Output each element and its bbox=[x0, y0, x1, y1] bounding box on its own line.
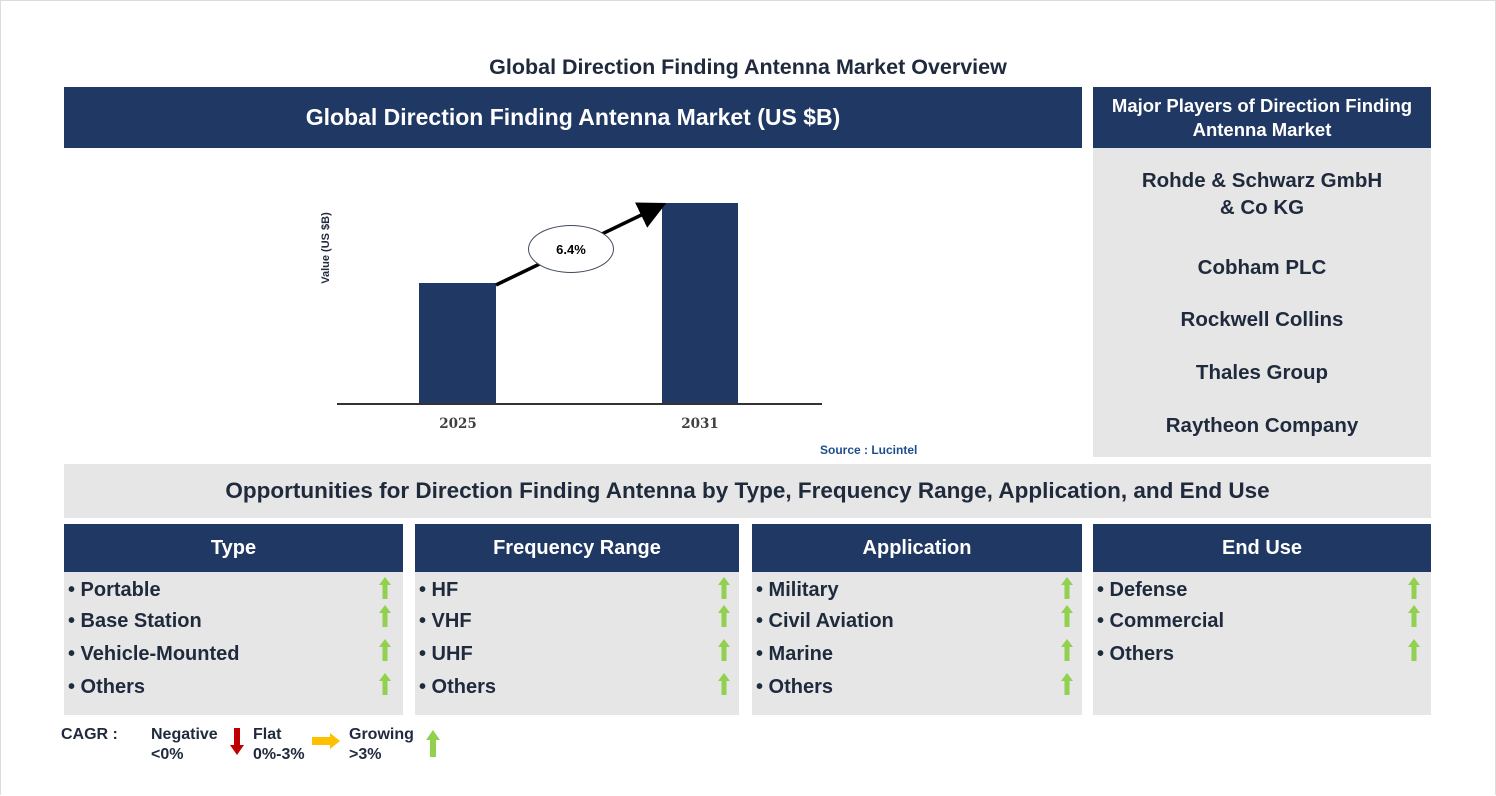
up-arrow-icon bbox=[718, 605, 730, 627]
players-header: Major Players of Direction Finding Anten… bbox=[1093, 87, 1431, 148]
up-arrow-icon bbox=[1408, 639, 1420, 661]
segment-body: • Military • Civil Aviation • Marine • O… bbox=[752, 572, 1082, 715]
up-arrow-icon bbox=[1061, 639, 1073, 661]
segment-application: Application • Military • Civil Aviation … bbox=[752, 524, 1082, 715]
up-arrow-icon bbox=[718, 639, 730, 661]
segment-item: • Others bbox=[419, 676, 497, 698]
legend-growing-range: >3% bbox=[349, 746, 382, 763]
legend-flat-label: Flat bbox=[253, 726, 282, 743]
segment-body: • HF • VHF • UHF • Others bbox=[415, 572, 739, 715]
player-name-line1: Rohde & Schwarz GmbH bbox=[1141, 169, 1383, 192]
players-list: Rohde & Schwarz GmbH & Co KG Cobham PLC … bbox=[1093, 148, 1431, 457]
page-title: Global Direction Finding Antenna Market … bbox=[489, 55, 1007, 79]
up-arrow-icon bbox=[718, 673, 730, 695]
segment-title: Frequency Range bbox=[415, 524, 739, 572]
down-arrow-icon bbox=[230, 728, 244, 755]
segment-item: • Civil Aviation bbox=[756, 610, 894, 632]
player-item: Rockwell Collins bbox=[1180, 308, 1344, 331]
bar-2025 bbox=[419, 283, 496, 404]
legend-growing-label: Growing bbox=[349, 726, 414, 743]
segment-type: Type • Portable • Base Station • Vehicle… bbox=[64, 524, 403, 715]
segment-title: Application bbox=[752, 524, 1082, 572]
up-arrow-icon bbox=[1408, 577, 1420, 599]
legend-flat: Flat 0%-3% bbox=[253, 725, 305, 765]
up-arrow-icon bbox=[426, 730, 440, 757]
up-arrow-icon bbox=[379, 577, 391, 599]
segment-item: • UHF bbox=[419, 643, 473, 665]
segment-end-use: End Use • Defense • Commercial • Others bbox=[1093, 524, 1431, 715]
up-arrow-icon bbox=[379, 639, 391, 661]
segment-item: • VHF bbox=[419, 610, 472, 632]
up-arrow-icon bbox=[379, 605, 391, 627]
x-axis bbox=[337, 403, 822, 405]
segment-item: • Vehicle-Mounted bbox=[68, 643, 240, 665]
segment-body: • Defense • Commercial • Others bbox=[1093, 572, 1431, 715]
player-item: Cobham PLC bbox=[1197, 256, 1327, 279]
segment-item: • Others bbox=[68, 676, 146, 698]
x-tick-2031: 2031 bbox=[681, 416, 719, 432]
segment-item: • Base Station bbox=[68, 610, 202, 632]
player-item: Raytheon Company bbox=[1165, 414, 1359, 437]
segment-item: • Military bbox=[756, 579, 839, 601]
bar-chart: Value (US $B) 2025 2031 6.4% bbox=[300, 180, 950, 470]
segment-item: • Marine bbox=[756, 643, 834, 665]
segment-item: • Others bbox=[756, 676, 834, 698]
up-arrow-icon bbox=[1061, 673, 1073, 695]
legend-negative-range: <0% bbox=[151, 746, 184, 763]
up-arrow-icon bbox=[718, 577, 730, 599]
up-arrow-icon bbox=[1408, 605, 1420, 627]
bar-2031 bbox=[662, 203, 738, 404]
chart-header: Global Direction Finding Antenna Market … bbox=[64, 87, 1082, 148]
opportunities-banner: Opportunities for Direction Finding Ante… bbox=[64, 464, 1431, 518]
segment-frequency-range: Frequency Range • HF • VHF • UHF • Other… bbox=[415, 524, 739, 715]
legend-negative: Negative <0% bbox=[151, 725, 218, 765]
segment-body: • Portable • Base Station • Vehicle-Moun… bbox=[64, 572, 403, 715]
legend-label: CAGR : bbox=[61, 726, 118, 743]
up-arrow-icon bbox=[1061, 577, 1073, 599]
player-name-line2: & Co KG bbox=[1219, 196, 1305, 219]
up-arrow-icon bbox=[1061, 605, 1073, 627]
legend-growing: Growing >3% bbox=[349, 725, 414, 765]
segment-item: • Defense bbox=[1097, 579, 1188, 601]
right-arrow-icon bbox=[312, 733, 340, 749]
cagr-arrow-icon bbox=[495, 202, 667, 287]
segment-item: • Portable bbox=[68, 579, 161, 601]
segment-title: Type bbox=[64, 524, 403, 572]
x-tick-2025: 2025 bbox=[439, 416, 477, 432]
legend-flat-range: 0%-3% bbox=[253, 746, 305, 763]
legend-negative-label: Negative bbox=[151, 726, 218, 743]
segment-title: End Use bbox=[1093, 524, 1431, 572]
source-label: Source : Lucintel bbox=[820, 443, 918, 457]
cagr-bubble: 6.4% bbox=[528, 225, 614, 273]
player-item: Rohde & Schwarz GmbH & Co KG bbox=[1093, 167, 1431, 221]
segment-item: • Commercial bbox=[1097, 610, 1225, 632]
up-arrow-icon bbox=[379, 673, 391, 695]
segment-item: • Others bbox=[1097, 643, 1175, 665]
segment-item: • HF bbox=[419, 579, 459, 601]
player-item: Thales Group bbox=[1195, 361, 1329, 384]
